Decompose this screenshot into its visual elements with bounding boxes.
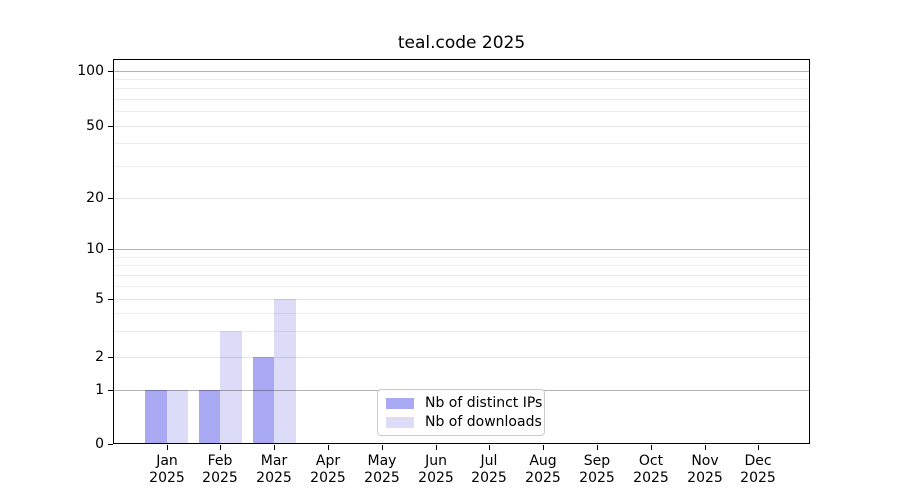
bar-distinct-ips-jan-2025: [145, 389, 167, 444]
x-tick-label: Aug 2025: [525, 453, 561, 486]
y-minor-gridline: [114, 286, 809, 287]
x-tick: [167, 445, 168, 450]
x-tick: [543, 445, 544, 450]
bar-downloads-jan-2025: [166, 389, 188, 444]
x-tick-label: Feb 2025: [202, 453, 238, 486]
y-tick: [108, 71, 113, 72]
y-gridline: [114, 249, 809, 250]
y-minor-gridline: [114, 111, 809, 112]
y-tick-label: 2: [95, 349, 104, 365]
x-tick: [489, 445, 490, 450]
x-tick: [274, 445, 275, 450]
legend-swatch-downloads-icon: [386, 416, 414, 428]
y-minor-gridline: [114, 257, 809, 258]
y-tick-label: 0: [95, 436, 104, 452]
y-tick: [108, 357, 113, 358]
y-tick-label: 1: [95, 382, 104, 398]
x-tick-label: Oct 2025: [633, 453, 669, 486]
y-minor-gridline: [114, 331, 809, 332]
y-minor-gridline: [114, 275, 809, 276]
legend: Nb of distinct IPs Nb of downloads: [377, 389, 545, 436]
y-gridline: [114, 71, 809, 72]
bar-distinct-ips-mar-2025: [252, 357, 275, 444]
y-tick: [108, 249, 113, 250]
bar-downloads-feb-2025: [220, 331, 242, 444]
x-tick: [758, 445, 759, 450]
x-tick: [651, 445, 652, 450]
y-gridline: [114, 198, 809, 199]
y-tick-label: 50: [86, 118, 104, 134]
y-tick-label: 5: [95, 291, 104, 307]
x-tick: [220, 445, 221, 450]
y-minor-gridline: [114, 99, 809, 100]
x-tick-label: Nov 2025: [687, 453, 723, 486]
bar-downloads-mar-2025: [274, 299, 296, 444]
x-tick-label: May 2025: [364, 453, 400, 486]
y-tick: [108, 390, 113, 391]
legend-swatch-distinct-ips-icon: [386, 397, 414, 409]
y-gridline: [114, 357, 809, 358]
y-minor-gridline: [114, 88, 809, 89]
x-tick: [705, 445, 706, 450]
y-gridline: [114, 299, 809, 300]
x-tick-label: Jan 2025: [149, 453, 185, 486]
x-tick: [328, 445, 329, 450]
y-minor-gridline: [114, 265, 809, 266]
x-tick-label: Apr 2025: [310, 453, 346, 486]
x-tick-label: Mar 2025: [256, 453, 292, 486]
y-minor-gridline: [114, 143, 809, 144]
x-tick-label: Jun 2025: [418, 453, 454, 486]
x-tick: [597, 445, 598, 450]
y-tick-label: 20: [86, 190, 104, 206]
chart-title: teal.code 2025: [397, 33, 526, 53]
y-minor-gridline: [114, 79, 809, 80]
x-tick-label: Dec 2025: [740, 453, 776, 486]
y-tick-label: 100: [77, 63, 104, 79]
y-minor-gridline: [114, 166, 809, 167]
y-minor-gridline: [114, 313, 809, 314]
x-tick-label: Jul 2025: [471, 453, 507, 486]
y-tick: [108, 299, 113, 300]
axes-spines: [113, 59, 810, 444]
x-tick: [382, 445, 383, 450]
legend-label-distinct-ips: Nb of distinct IPs: [425, 395, 543, 411]
y-gridline: [114, 126, 809, 127]
x-tick: [436, 445, 437, 450]
y-tick-label: 10: [86, 241, 104, 257]
x-tick-label: Sep 2025: [579, 453, 615, 486]
y-tick: [108, 126, 113, 127]
bar-distinct-ips-feb-2025: [198, 389, 221, 444]
legend-label-downloads: Nb of downloads: [425, 414, 542, 430]
y-tick: [108, 198, 113, 199]
legend-item-downloads: Nb of downloads: [386, 414, 544, 430]
y-tick: [108, 444, 113, 445]
legend-item-distinct-ips: Nb of distinct IPs: [386, 395, 544, 411]
